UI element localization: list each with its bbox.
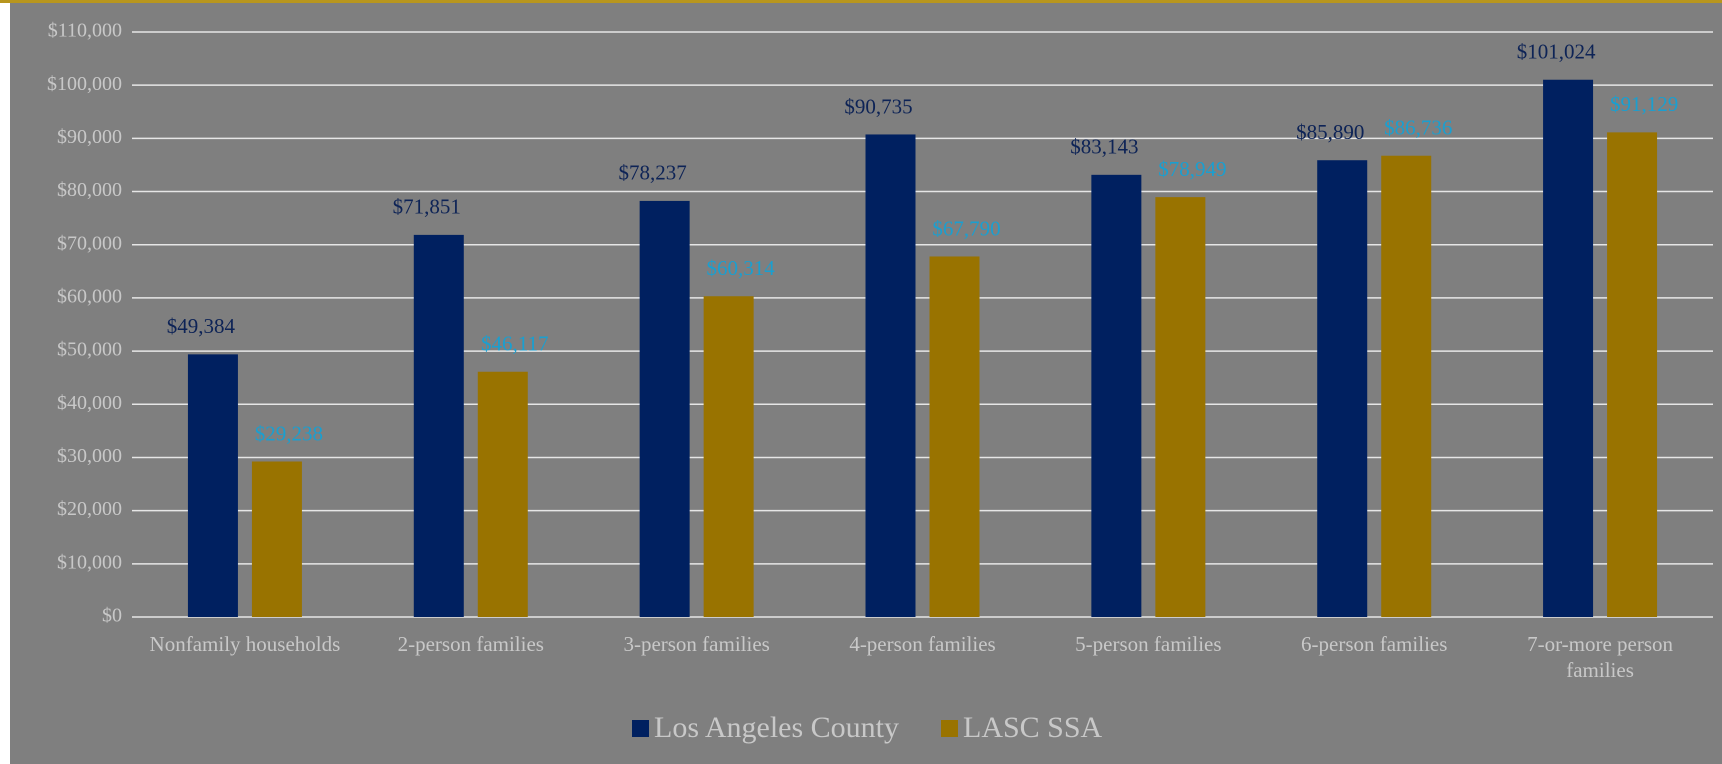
x-tick-label: 4-person families: [849, 632, 995, 656]
y-tick-label: $110,000: [48, 20, 122, 42]
y-tick-label: $100,000: [47, 73, 122, 95]
data-label: $83,143: [1070, 135, 1138, 159]
x-tick-label: Nonfamily households: [150, 632, 341, 656]
x-tick-label: 3-person families: [623, 632, 769, 656]
top-border: [0, 0, 1722, 3]
data-label: $60,314: [707, 256, 776, 280]
bar: [187, 354, 238, 617]
data-label: $90,735: [844, 94, 912, 118]
y-tick-label: $90,000: [57, 126, 122, 148]
y-tick-label: $20,000: [57, 498, 122, 520]
y-tick-label: $40,000: [57, 392, 122, 414]
bar: [413, 234, 464, 618]
data-label: $78,949: [1158, 157, 1226, 181]
bar: [929, 256, 980, 617]
bar: [1091, 174, 1142, 617]
bar: [1155, 197, 1206, 617]
y-tick-label: $60,000: [57, 286, 122, 308]
data-label: $85,890: [1296, 120, 1364, 144]
y-tick-label: $10,000: [57, 551, 122, 573]
data-label: $29,238: [255, 421, 323, 445]
bar: [865, 134, 916, 617]
bar: [1607, 132, 1658, 617]
data-label: $67,790: [932, 216, 1000, 240]
data-label: $46,117: [481, 332, 548, 356]
y-tick-label: $80,000: [57, 179, 122, 201]
bar: [477, 371, 528, 617]
y-tick-label: $0: [102, 605, 122, 627]
data-label: $91,129: [1610, 92, 1678, 116]
bar: [1381, 155, 1432, 618]
bar: [1543, 79, 1594, 617]
x-tick-label: 5-person families: [1075, 632, 1221, 656]
legend-swatch: [632, 720, 649, 737]
bar: [639, 200, 690, 618]
data-label: $78,237: [619, 161, 687, 185]
data-label: $49,384: [167, 314, 236, 338]
legend-swatch: [941, 720, 958, 737]
data-label: $101,024: [1517, 40, 1596, 64]
y-tick-label: $50,000: [57, 339, 122, 361]
x-tick-label: 6-person families: [1301, 632, 1447, 656]
legend-label: LASC SSA: [963, 711, 1103, 744]
data-label: $71,851: [393, 195, 461, 219]
y-tick-label: $70,000: [57, 232, 122, 254]
bar: [1317, 160, 1368, 617]
x-tick-label: 2-person families: [398, 632, 544, 656]
bar: [251, 461, 302, 617]
x-tick-label: 7-or-more person families: [1527, 632, 1673, 682]
data-label: $86,736: [1384, 116, 1452, 140]
legend-label: Los Angeles County: [654, 711, 899, 744]
y-tick-label: $30,000: [57, 445, 122, 467]
bar: [703, 296, 754, 617]
